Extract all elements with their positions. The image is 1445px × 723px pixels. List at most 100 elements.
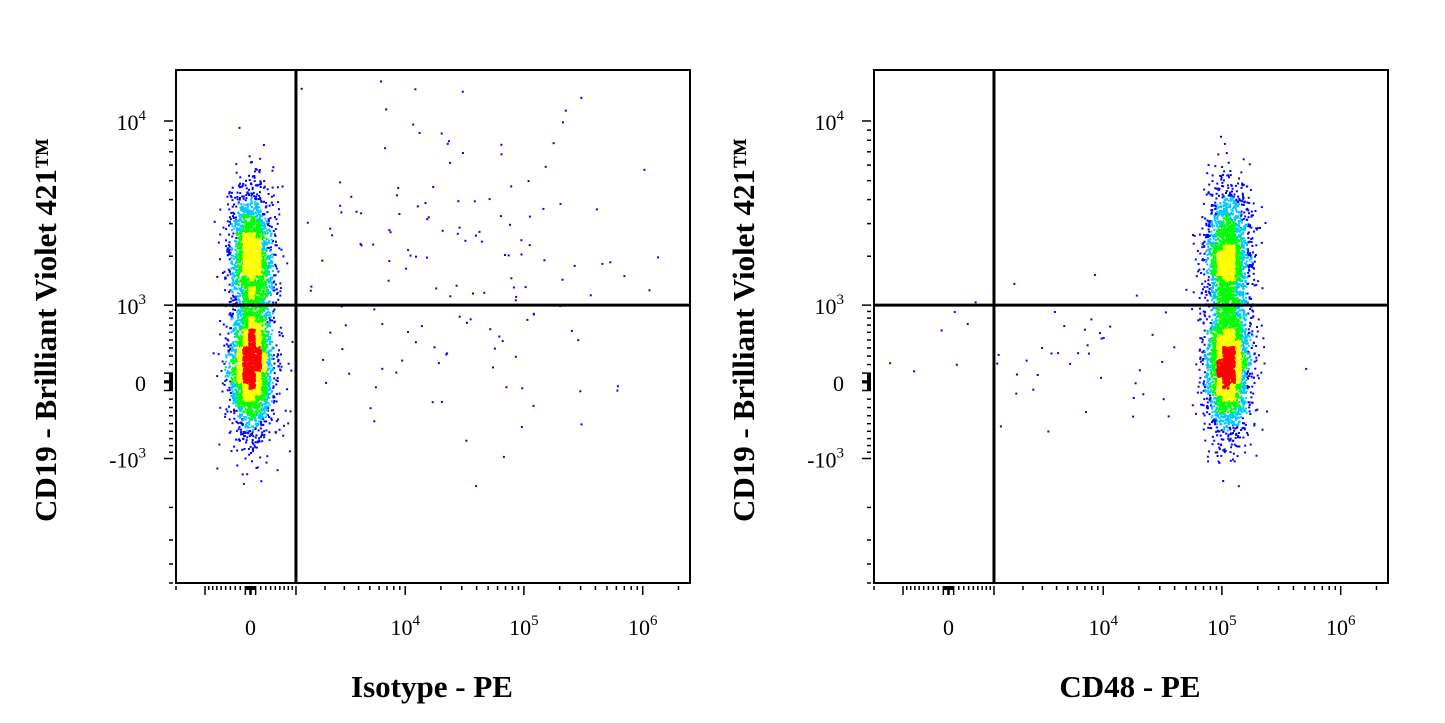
scatter-point xyxy=(261,434,264,437)
scatter-point xyxy=(269,340,271,343)
scatter-point xyxy=(252,350,255,353)
scatter-point xyxy=(249,286,252,289)
scatter-point xyxy=(259,289,262,292)
scatter-point xyxy=(238,357,241,360)
scatter-point xyxy=(359,243,362,245)
scatter-point xyxy=(260,306,263,309)
scatter-point xyxy=(478,230,481,233)
scatter-point xyxy=(258,275,261,278)
scatter-point xyxy=(244,296,247,299)
scatter-point xyxy=(250,202,253,205)
scatter-point xyxy=(246,355,249,358)
scatter-point xyxy=(238,269,241,272)
scatter-point xyxy=(257,429,260,432)
scatter-point xyxy=(237,372,240,375)
scatter-point xyxy=(242,275,245,278)
scatter-point xyxy=(256,466,259,469)
scatter-point xyxy=(245,197,248,200)
scatter-point xyxy=(265,283,268,286)
scatter-point xyxy=(253,247,255,250)
scatter-point xyxy=(248,413,251,416)
scatter-point xyxy=(263,231,266,234)
scatter-point xyxy=(255,399,258,401)
scatter-point xyxy=(238,259,241,261)
scatter-point xyxy=(269,325,272,328)
scatter-point xyxy=(271,367,274,370)
scatter-point xyxy=(237,360,240,363)
scatter-point xyxy=(249,348,252,350)
scatter-point xyxy=(240,268,243,270)
scatter-point xyxy=(288,450,291,453)
scatter-point xyxy=(263,374,266,377)
scatter-point xyxy=(248,221,251,224)
scatter-point xyxy=(256,400,259,403)
scatter-point xyxy=(275,267,278,270)
scatter-point xyxy=(245,257,248,260)
scatter-point xyxy=(241,214,244,217)
scatter-point xyxy=(254,377,257,380)
scatter-point xyxy=(259,374,262,376)
scatter-point xyxy=(244,399,247,402)
scatter-point xyxy=(264,402,267,405)
scatter-point xyxy=(253,176,256,179)
scatter-point xyxy=(271,347,274,350)
scatter-point xyxy=(276,355,279,358)
scatter-point xyxy=(249,246,252,249)
scatter-point xyxy=(420,325,423,328)
scatter-point xyxy=(616,385,619,388)
scatter-point xyxy=(251,410,254,413)
scatter-point xyxy=(250,344,253,347)
scatter-point xyxy=(248,409,251,412)
scatter-point xyxy=(240,238,243,241)
scatter-point xyxy=(238,126,241,129)
scatter-point xyxy=(418,131,421,134)
scatter-point xyxy=(251,448,254,451)
scatter-point xyxy=(246,364,249,367)
scatter-point xyxy=(241,336,244,339)
scatter-point xyxy=(248,249,250,252)
scatter-point xyxy=(245,295,248,298)
scatter-point xyxy=(262,258,265,261)
scatter-point xyxy=(235,401,238,404)
scatter-point xyxy=(254,375,256,378)
scatter-point xyxy=(242,277,245,280)
scatter-point xyxy=(259,256,262,258)
scatter-point xyxy=(272,386,275,389)
scatter-point xyxy=(264,285,267,288)
scatter-point xyxy=(245,408,248,411)
scatter-point xyxy=(380,80,382,83)
scatter-point xyxy=(233,216,236,219)
scatter-point xyxy=(256,218,258,221)
scatter-point xyxy=(245,336,248,339)
scatter-point xyxy=(239,353,242,356)
scatter-point xyxy=(280,353,282,356)
scatter-point xyxy=(253,218,256,221)
scatter-point xyxy=(240,314,243,317)
scatter-point xyxy=(242,224,245,227)
scatter-point xyxy=(255,242,258,245)
scatter-point xyxy=(236,223,238,226)
scatter-point xyxy=(250,226,253,229)
scatter-point xyxy=(309,289,312,292)
scatter-point xyxy=(264,284,266,286)
scatter-point xyxy=(235,254,238,257)
scatter-point xyxy=(256,408,259,411)
scatter-point xyxy=(251,404,254,407)
scatter-point xyxy=(267,288,270,291)
scatter-point xyxy=(265,229,268,232)
scatter-point xyxy=(239,413,242,416)
scatter-point xyxy=(257,273,260,276)
scatter-point xyxy=(248,302,251,305)
scatter-point xyxy=(268,285,271,287)
scatter-point xyxy=(277,208,280,211)
scatter-point xyxy=(329,227,332,230)
scatter-point xyxy=(269,343,272,346)
scatter-point xyxy=(237,401,240,404)
scatter-point xyxy=(245,249,248,252)
scatter-point xyxy=(270,225,273,228)
scatter-point xyxy=(271,369,274,372)
scatter-point xyxy=(235,360,238,363)
scatter-point xyxy=(265,250,268,253)
scatter-point xyxy=(268,431,271,434)
scatter-point xyxy=(263,403,266,406)
